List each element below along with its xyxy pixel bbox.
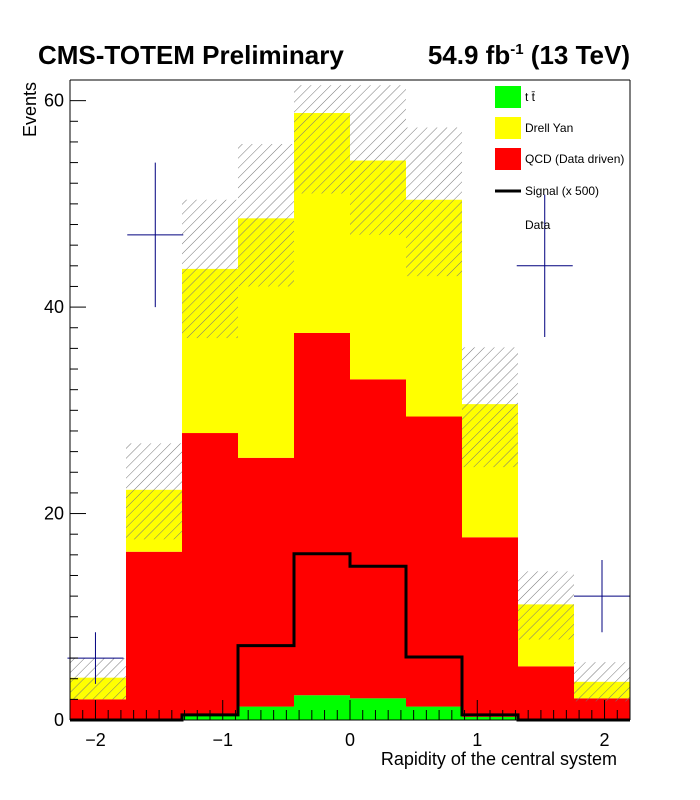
uncertainty-bin-0 xyxy=(70,658,126,700)
x-tick-label-2: 0 xyxy=(345,730,355,750)
uncertainty-bin-1 xyxy=(126,443,182,540)
experiment-title: CMS-TOTEM Preliminary xyxy=(38,40,344,70)
bar-0-4 xyxy=(294,695,350,720)
lumi-exponent: -1 xyxy=(510,41,524,58)
x-tick-label-3: 1 xyxy=(472,730,482,750)
bar-1-9 xyxy=(574,698,630,720)
y-axis-label: Events xyxy=(20,82,40,137)
legend-label-0: t t̄ xyxy=(525,90,536,104)
bar-1-5 xyxy=(350,379,406,699)
legend-label-1: Drell Yan xyxy=(525,121,573,135)
axes: 0 20 40 60 −2 −1 0 1 2 xyxy=(44,79,631,750)
uncertainty-bin-6 xyxy=(406,127,462,277)
legend-swatch-1 xyxy=(495,117,521,139)
bar-1-4 xyxy=(294,332,350,696)
data-point-3 xyxy=(574,560,630,633)
bar-1-7 xyxy=(462,537,518,717)
energy-label: (13 TeV) xyxy=(530,40,630,70)
uncertainty-bin-9 xyxy=(574,662,630,702)
bar-1-3 xyxy=(238,457,294,707)
lumi-value: 54.9 fb xyxy=(427,40,511,70)
uncertainty-bin-3 xyxy=(238,144,294,287)
bar-1-1 xyxy=(126,551,182,719)
legend-swatch-2 xyxy=(495,148,521,170)
x-axis-label: Rapidity of the central system xyxy=(381,749,617,769)
uncertainty-bin-4 xyxy=(294,85,350,194)
y-tick-label-3: 60 xyxy=(44,91,64,111)
x-tick-label-4: 2 xyxy=(600,730,610,750)
x-tick-label-1: −1 xyxy=(212,730,233,750)
bar-0-3 xyxy=(238,706,294,720)
signal-line xyxy=(70,552,630,722)
legend-label-2: QCD (Data driven) xyxy=(525,152,624,166)
legend-entry-0: t t̄ xyxy=(495,86,536,108)
legend: t t̄ Drell Yan QCD (Data driven) Signal (x … xyxy=(495,86,624,232)
uncertainty-band xyxy=(70,85,630,702)
y-tick-label-1: 20 xyxy=(44,504,64,524)
legend-label-4: Data xyxy=(525,218,551,232)
bar-0-5 xyxy=(350,698,406,720)
legend-entry-3: Signal (x 500) xyxy=(495,184,599,198)
data-point-2 xyxy=(516,194,573,338)
legend-swatch-0 xyxy=(495,86,521,108)
bar-1-8 xyxy=(518,666,574,720)
data-point-1 xyxy=(127,162,184,308)
y-tick-label-0: 0 xyxy=(54,710,64,730)
luminosity-label: 54.9 fb-1 (13 TeV) xyxy=(428,40,630,71)
y-tick-label-2: 40 xyxy=(44,297,64,317)
bar-0-6 xyxy=(406,706,462,720)
legend-entry-4: Data xyxy=(525,218,551,232)
data-points xyxy=(67,162,630,684)
bar-1-6 xyxy=(406,416,462,707)
uncertainty-bin-8 xyxy=(518,571,574,640)
signal-histogram xyxy=(70,552,630,722)
uncertainty-bin-7 xyxy=(462,347,518,468)
legend-label-3: Signal (x 500) xyxy=(525,184,599,198)
x-tick-label-0: −2 xyxy=(85,730,106,750)
legend-entry-2: QCD (Data driven) xyxy=(495,148,624,170)
legend-entry-1: Drell Yan xyxy=(495,117,573,139)
uncertainty-bin-2 xyxy=(182,199,238,339)
uncertainty-bin-5 xyxy=(350,85,406,235)
bar-1-0 xyxy=(70,699,126,720)
bar-1-2 xyxy=(182,433,238,714)
